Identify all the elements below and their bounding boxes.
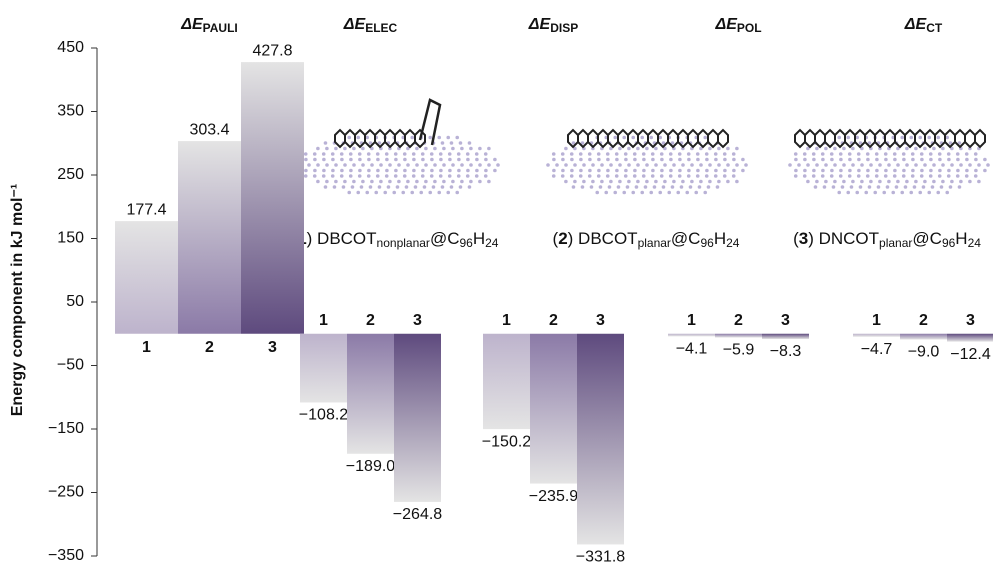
bar [178,141,241,334]
caption-part: @C [430,229,460,248]
group-title: ΔEPOL [714,16,761,35]
bar [668,334,715,337]
bar [394,334,441,502]
bar [715,334,762,338]
value-label: −5.9 [723,342,755,359]
chart: Energy component in kJ mol⁻¹ 45035025015… [0,0,993,563]
value-label: −150.2 [482,433,531,450]
title-subscript: CT [926,21,943,35]
title-subscript: POL [737,21,762,35]
category-label: 3 [966,312,975,329]
caption: (2) DBCOTplanar@C96H24 [553,229,740,249]
value-label: −264.8 [393,506,442,523]
bar [483,334,530,429]
bar [853,334,900,337]
bar [762,334,809,339]
y-tick-label: −50 [57,357,84,374]
title-subscript: PAULI [203,21,238,35]
caption: (3) DNCOTplanar@C96H24 [793,229,981,249]
caption-part: planar [879,236,912,250]
category-label: 1 [502,312,511,329]
bar [947,334,993,342]
caption-part: 96 [942,236,956,250]
caption-part: H [714,229,726,248]
bar [347,334,394,454]
caption-part: 24 [726,236,740,250]
category-label: 2 [366,312,375,329]
value-label: −108.2 [299,407,348,424]
value-label: 427.8 [252,42,292,59]
category-label: 1 [687,312,696,329]
title-symbol: ΔE [180,16,204,33]
title-subscript: DISP [550,21,578,35]
bar [300,334,347,403]
value-label: −235.9 [529,488,578,505]
y-axis-label: Energy component in kJ mol⁻¹ [9,184,26,416]
value-label: −189.0 [346,458,395,475]
value-label: 303.4 [189,121,229,138]
category-label: 1 [142,339,151,356]
caption-part: @C [671,229,701,248]
title-subscript: ELEC [365,21,397,35]
caption-part: nonplanar [377,236,430,250]
category-label: 3 [268,339,277,356]
caption-part: 3 [799,229,808,248]
caption-part: ) DBCOT [307,229,377,248]
value-label: −9.0 [908,344,940,361]
caption-part: planar [638,236,671,250]
title-symbol: ΔE [343,16,367,33]
title-symbol: ΔE [528,16,552,33]
category-label: 3 [413,312,422,329]
value-label: −4.7 [861,341,893,358]
y-tick-label: −250 [48,484,84,501]
y-tick-label: 450 [57,39,84,56]
y-tick-label: 350 [57,103,84,120]
bar [241,62,304,334]
group-title: ΔEELEC [343,16,398,35]
bar [577,334,624,545]
caption-part: ) DNCOT [808,229,879,248]
value-label: 177.4 [126,201,166,218]
bar [900,334,947,340]
caption-part: 24 [485,236,499,250]
caption-part: @C [912,229,942,248]
title-symbol: ΔE [714,16,738,33]
caption-part: 24 [968,236,982,250]
caption: (1) DBCOTnonplanar@C96H24 [292,229,499,249]
y-tick-label: 150 [57,230,84,247]
title-symbol: ΔE [904,16,928,33]
category-label: 3 [781,312,790,329]
caption-part: 96 [459,236,473,250]
group-title: ΔEDISP [528,16,578,35]
molecule-illustrations [298,100,990,194]
caption-part: H [955,229,967,248]
y-tick-label: −150 [48,420,84,437]
caption-part: H [473,229,485,248]
caption-part: 96 [700,236,714,250]
group-title: ΔECT [904,16,943,35]
category-label: 2 [919,312,928,329]
bar [530,334,577,484]
caption-part: 2 [558,229,567,248]
value-label: −12.4 [950,346,991,363]
y-tick-label: 250 [57,166,84,183]
bar [115,221,178,334]
value-label: −4.1 [676,341,708,358]
category-label: 2 [734,312,743,329]
y-tick-label: −350 [48,547,84,563]
value-label: −8.3 [770,343,802,360]
category-label: 2 [549,312,558,329]
value-label: −331.8 [576,549,625,563]
y-tick-label: 50 [66,293,84,310]
category-label: 3 [596,312,605,329]
caption-part: ) DBCOT [568,229,638,248]
category-label: 1 [872,312,881,329]
category-label: 2 [205,339,214,356]
category-label: 1 [319,312,328,329]
group-title: ΔEPAULI [180,16,238,35]
